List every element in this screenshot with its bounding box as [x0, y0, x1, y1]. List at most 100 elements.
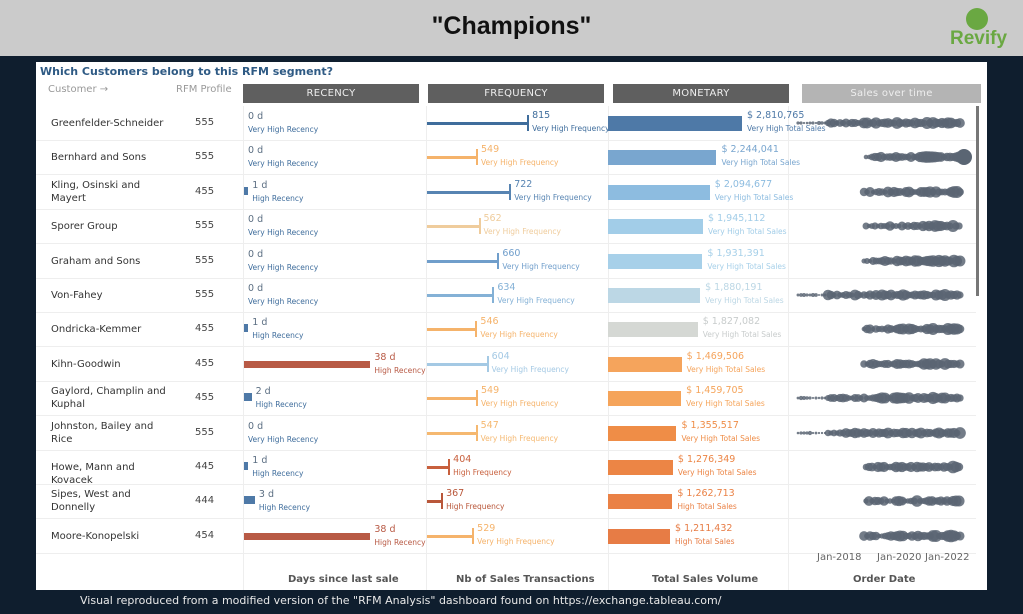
- frequency-bar[interactable]: [427, 534, 473, 538]
- sales-sparkline[interactable]: [791, 347, 981, 381]
- frequency-label: Very High Frequency: [514, 192, 592, 202]
- frequency-value: 660: [502, 247, 521, 259]
- scrollbar[interactable]: [976, 106, 979, 296]
- table-row[interactable]: Kling, Osinski and Mayert 455 1 d High R…: [36, 175, 976, 210]
- sales-sparkline[interactable]: [791, 209, 981, 243]
- customer-name[interactable]: Johnston, Bailey and Rice: [51, 420, 154, 445]
- table-row[interactable]: Von-Fahey 555 0 d Very High Recency 634 …: [36, 278, 976, 313]
- monetary-bar[interactable]: [608, 425, 677, 441]
- sales-sparkline[interactable]: [791, 175, 981, 209]
- customer-name[interactable]: Kling, Osinski and Mayert: [51, 179, 141, 204]
- table-row[interactable]: Sporer Group 555 0 d Very High Recency 5…: [36, 209, 976, 245]
- sales-sparkline[interactable]: [791, 381, 981, 415]
- recency-value: 2 d: [255, 386, 271, 398]
- table-row[interactable]: Sipes, West and Donnelly 444 3 d High Re…: [36, 484, 976, 520]
- frequency-bar[interactable]: [427, 397, 476, 401]
- frequency-label: High Frequency: [453, 468, 512, 477]
- customer-name[interactable]: Gaylord, Champlin and Kuphal: [51, 386, 166, 411]
- recency-bar[interactable]: [244, 462, 249, 470]
- monetary-bar[interactable]: [608, 150, 717, 166]
- customer-name[interactable]: Sporer Group: [51, 221, 118, 233]
- recency-bar[interactable]: [244, 324, 249, 333]
- monetary-bar[interactable]: [608, 528, 670, 544]
- sales-over-time-header: Sales over time: [802, 84, 981, 103]
- frequency-bar[interactable]: [427, 122, 528, 125]
- frequency-bar[interactable]: [427, 156, 476, 160]
- sales-point: [796, 396, 800, 400]
- date-tick: Jan-2022: [925, 552, 970, 563]
- recency-value: 38 d: [374, 351, 396, 363]
- sales-sparkline[interactable]: [791, 450, 981, 484]
- sales-sparkline[interactable]: [791, 519, 981, 553]
- customer-name[interactable]: Sipes, West and Donnelly: [51, 489, 131, 514]
- customer-column-header[interactable]: Customer →: [48, 84, 109, 95]
- frequency-label: Very High Frequency: [497, 296, 575, 305]
- recency-bar[interactable]: [244, 532, 371, 540]
- frequency-bar[interactable]: [427, 225, 479, 229]
- sales-sparkline[interactable]: [791, 312, 981, 346]
- sales-point: [955, 222, 963, 230]
- recency-value: 0 d: [248, 111, 264, 122]
- table-row[interactable]: Howe, Mann and Kovacek 445 1 d High Rece…: [36, 450, 976, 486]
- customer-name[interactable]: Howe, Mann and Kovacek: [51, 462, 135, 486]
- sales-point: [820, 121, 824, 125]
- sales-sparkline[interactable]: [791, 140, 981, 174]
- table-row[interactable]: Greenfelder-Schneider 555 0 d Very High …: [36, 106, 976, 141]
- customer-name[interactable]: Bernhard and Sons: [51, 152, 147, 164]
- sales-sparkline[interactable]: [791, 416, 981, 450]
- rfm-profile: 555: [195, 220, 215, 232]
- recency-bar[interactable]: [244, 186, 249, 195]
- recency-bar[interactable]: [244, 496, 255, 505]
- table-row[interactable]: Johnston, Bailey and Rice 555 0 d Very H…: [36, 416, 976, 451]
- frequency-bar[interactable]: [427, 259, 498, 263]
- frequency-bar[interactable]: [427, 294, 493, 297]
- recency-bar[interactable]: [244, 360, 371, 368]
- frequency-bar[interactable]: [427, 431, 476, 435]
- frequency-bar[interactable]: [427, 190, 510, 194]
- customer-name[interactable]: Kihn-Goodwin: [51, 358, 121, 370]
- frequency-bar[interactable]: [427, 500, 442, 504]
- frequency-bar[interactable]: [427, 362, 487, 366]
- table-row[interactable]: Moore-Konopelski 454 38 d High Recency 5…: [36, 519, 976, 554]
- customer-name[interactable]: Ondricka-Kemmer: [51, 324, 142, 336]
- sales-sparkline[interactable]: [791, 278, 981, 312]
- monetary-bar[interactable]: [608, 219, 704, 235]
- table-row[interactable]: Graham and Sons 555 0 d Very High Recenc…: [36, 244, 976, 279]
- monetary-bar[interactable]: [608, 322, 698, 338]
- sales-point: [802, 293, 806, 297]
- monetary-bar[interactable]: [608, 184, 710, 200]
- monetary-bar[interactable]: [608, 391, 682, 407]
- frequency-bar[interactable]: [427, 466, 449, 469]
- table-row[interactable]: Gaylord, Champlin and Kuphal 455 2 d Hig…: [36, 381, 976, 417]
- frequency-label: Very High Frequency: [481, 399, 559, 409]
- sales-sparkline[interactable]: [791, 484, 981, 518]
- table-row[interactable]: Kihn-Goodwin 455 38 d High Recency 604 V…: [36, 347, 976, 382]
- frequency-bar[interactable]: [427, 328, 476, 332]
- customer-name[interactable]: Greenfelder-Schneider: [51, 118, 164, 129]
- sales-sparkline[interactable]: [791, 244, 981, 278]
- customer-name[interactable]: Von-Fahey: [51, 290, 103, 301]
- frequency-value: 815: [532, 110, 551, 121]
- sales-point: [799, 293, 803, 297]
- monetary-bar[interactable]: [608, 494, 673, 510]
- monetary-bar[interactable]: [608, 460, 673, 475]
- sales-sparkline[interactable]: [791, 106, 981, 140]
- table-row[interactable]: Ondricka-Kemmer 455 1 d High Recency 546…: [36, 312, 976, 348]
- rfm-profile: 455: [195, 392, 215, 404]
- panel-question: Which Customers belong to this RFM segme…: [40, 65, 334, 78]
- monetary-bar[interactable]: [608, 116, 742, 131]
- monetary-label: Very High Total Sales: [705, 296, 784, 305]
- customer-name[interactable]: Moore-Konopelski: [51, 530, 140, 542]
- monetary-bar[interactable]: [608, 253, 703, 269]
- frequency-label: Very High Frequency: [532, 124, 610, 133]
- recency-label: Very High Recency: [248, 228, 319, 238]
- table-row[interactable]: Bernhard and Sons 555 0 d Very High Rece…: [36, 140, 976, 176]
- recency-value: 0 d: [248, 283, 264, 294]
- recency-bar[interactable]: [244, 393, 252, 402]
- monetary-bar[interactable]: [608, 356, 682, 372]
- customer-name[interactable]: Graham and Sons: [51, 255, 141, 267]
- monetary-bar[interactable]: [608, 288, 701, 303]
- monetary-header: MONETARY: [613, 84, 789, 103]
- sales-point: [820, 293, 824, 297]
- recency-label: High Recency: [374, 365, 426, 375]
